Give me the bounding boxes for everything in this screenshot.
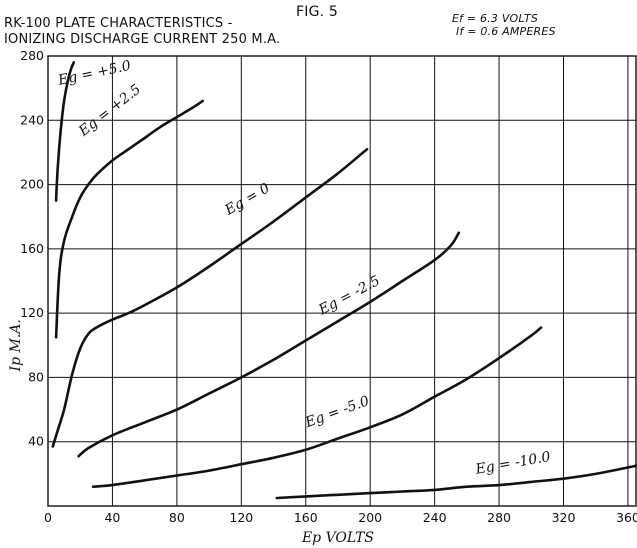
x-tick-label: 0 [44,510,52,525]
y-tick-label: 280 [20,48,44,63]
chart-title-line2: IONIZING DISCHARGE CURRENT 250 M.A. [4,32,281,47]
x-tick-label: 320 [552,510,576,525]
x-tick-label: 280 [487,510,511,525]
y-axis-label: Ip M.A. [8,319,24,372]
curve-label: Eg = 0 [222,180,273,219]
curves [51,61,637,500]
filament-current: If = 0.6 AMPERES [456,25,556,38]
curve-label: Eg = +5.0 [56,58,133,89]
x-tick-label: 160 [294,510,318,525]
x-tick-label: 360 [616,510,637,525]
characteristic-curve [77,231,461,458]
x-tick-label: 200 [358,510,382,525]
y-tick-label: 200 [20,177,44,192]
chart-title-line1: RK-100 PLATE CHARACTERISTICS - [4,16,233,31]
x-tick-label: 240 [423,510,447,525]
plot-frame [47,55,637,507]
x-tick-label: 80 [169,510,185,525]
characteristic-curve [51,147,369,448]
curve-labels: Eg = +5.0Eg = +2.5 Eg = 0 Eg = -2.5 Eg = -5… [56,58,552,478]
characteristic-curve [275,464,637,500]
curve-label: Eg = -10.0 [473,449,551,478]
y-tick-label: 160 [20,241,44,256]
x-tick-label: 40 [104,510,120,525]
figure-number: FIG. 5 [296,4,339,20]
filament-voltage: Ef = 6.3 VOLTS [452,12,539,25]
tick-labels: 0 40 80 120 160 200 240 280 320 360 40 80 120 160 200 2… [20,48,637,525]
curve-label: Eg = +2.5 [75,81,144,140]
curve-label: Eg = -2.5 [315,273,382,319]
characteristic-curve [54,61,76,202]
y-tick-label: 240 [20,112,44,127]
y-tick-label: 80 [28,369,44,384]
x-tick-label: 120 [229,510,253,525]
y-tick-label: 40 [28,434,44,449]
characteristic-curve [54,99,204,339]
x-axis-label: Ep VOLTS [301,530,374,546]
curve-label: Eg = -5.0 [302,393,371,431]
characteristic-curve [91,326,543,488]
y-tick-label: 120 [20,305,44,320]
